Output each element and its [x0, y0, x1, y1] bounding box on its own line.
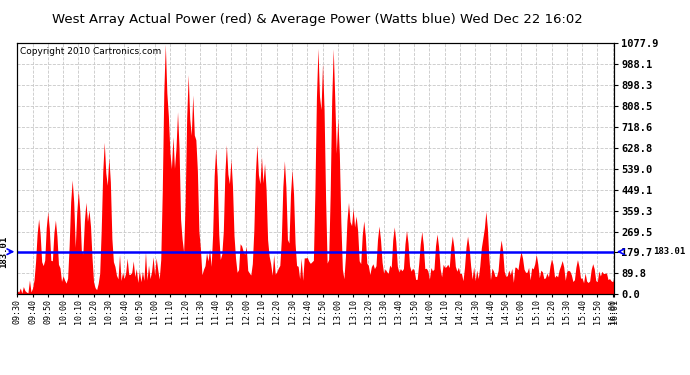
Text: West Array Actual Power (red) & Average Power (Watts blue) Wed Dec 22 16:02: West Array Actual Power (red) & Average … [52, 13, 583, 26]
Text: 183.01: 183.01 [0, 236, 8, 268]
Text: 183.01: 183.01 [653, 247, 685, 256]
Text: Copyright 2010 Cartronics.com: Copyright 2010 Cartronics.com [20, 47, 161, 56]
